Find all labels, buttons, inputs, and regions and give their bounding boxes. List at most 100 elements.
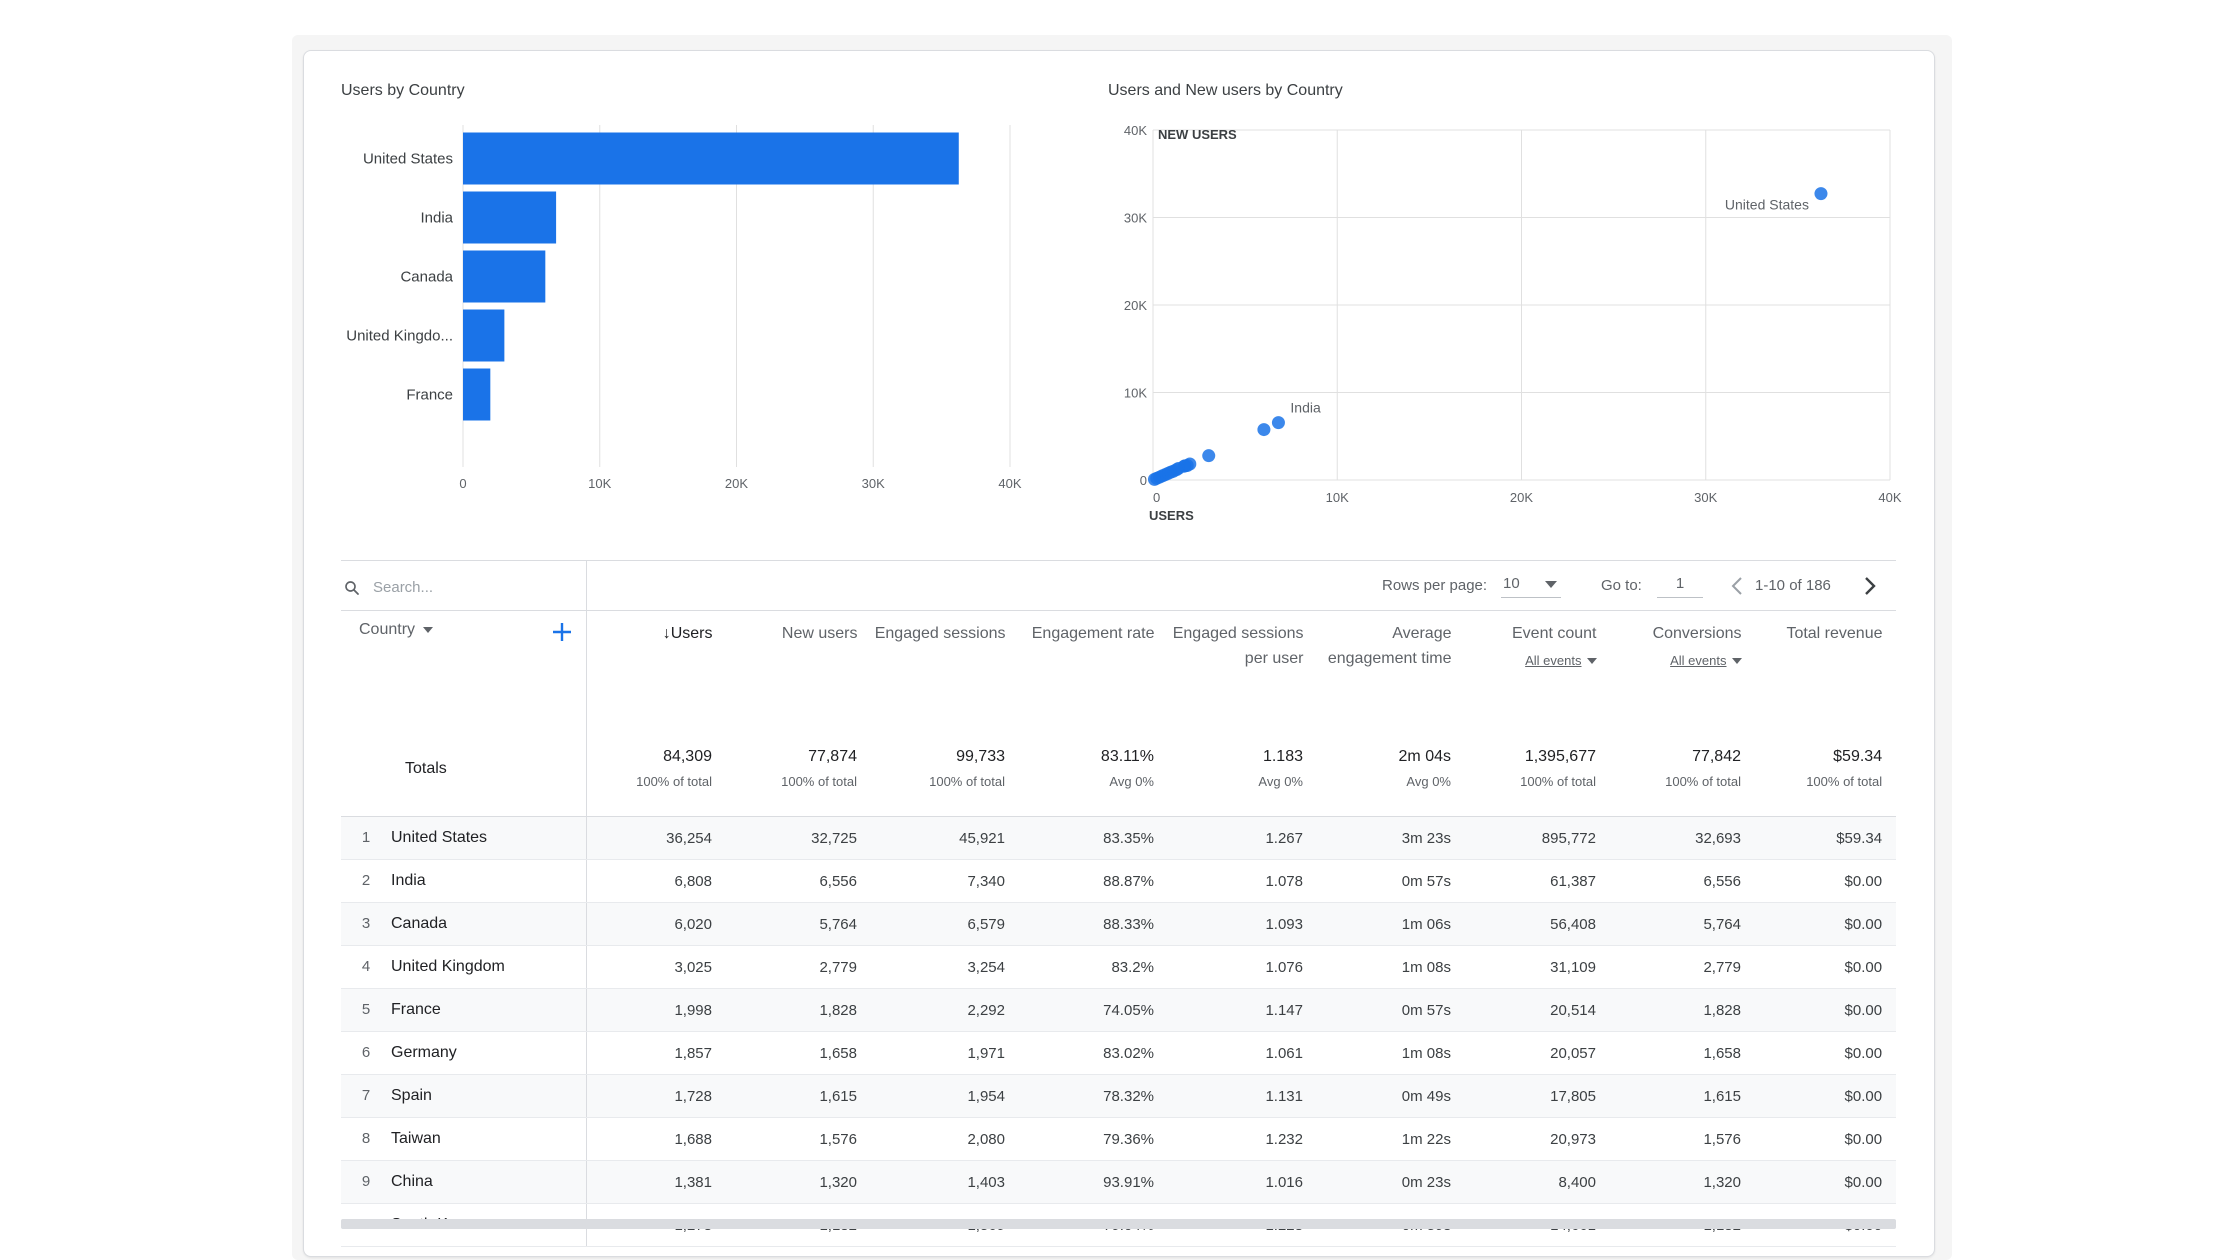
table-row[interactable]: 3 Canada 6,020 5,764 6,579 88.33% 1.093 1m 06s 5… [341,902,1897,946]
totals-cell: 77,874 100% of total [726,721,871,817]
table-row[interactable]: 2 India 6,808 6,556 7,340 88.87% 1.078 0m 57s 61… [341,859,1897,903]
plus-icon[interactable] [551,621,573,643]
metric-cell: 78.32% [1019,1074,1168,1118]
scatter-point [1814,187,1828,201]
column-header[interactable]: Average engagement time [1318,611,1466,721]
metric-cell: 1.076 [1168,945,1317,989]
scatter-point [1147,472,1161,486]
scatter-point-label: India [1290,400,1321,416]
table-row[interactable]: 9 China 1,381 1,320 1,403 93.91% 1.016 0m 23s 8,… [341,1160,1897,1204]
totals-subtext: 100% of total [781,774,857,789]
chevron-right-icon[interactable] [1863,576,1877,596]
column-header[interactable]: Event count All events [1466,611,1611,721]
totals-value: 84,309 [663,748,712,765]
metric-cell: 7,340 [871,859,1019,903]
chevron-down-icon [1545,581,1557,588]
metric-cell: 1,728 [586,1074,726,1118]
totals-subtext: Avg 0% [1109,774,1154,789]
column-header-label: Engaged sessions per user [1172,625,1304,667]
dimension-dropdown[interactable]: Country [359,621,434,639]
metric-cell: 1.078 [1168,859,1317,903]
metric-cell: 1,576 [1610,1117,1755,1161]
column-header[interactable]: Engaged sessions [872,611,1020,721]
metric-cell: 1,381 [586,1160,726,1204]
metric-cell: 1,403 [871,1160,1019,1204]
row-index: 7 [361,1087,371,1104]
column-header[interactable]: ↓Users [587,611,727,721]
horizontal-scrollbar[interactable] [341,1219,1896,1229]
bar-category-label: United Kingdo... [346,328,453,345]
row-index: 6 [361,1044,371,1061]
totals-value: 1.183 [1262,748,1303,765]
table-row[interactable]: 6 Germany 1,857 1,658 1,971 83.02% 1.061 1m 08s… [341,1031,1897,1075]
row-index: 1 [361,829,371,846]
search-input[interactable] [371,573,575,601]
table-row[interactable]: 4 United Kingdom 3,025 2,779 3,254 83.2% 1.076… [341,945,1897,989]
column-header[interactable]: New users [727,611,872,721]
goto-page-input[interactable]: 1 [1657,573,1703,598]
metric-cell: $0.00 [1755,1074,1897,1118]
chevron-left-icon[interactable] [1730,576,1744,596]
metric-cell: 895,772 [1465,816,1610,860]
country-cell: 1 United States [341,816,587,860]
goto-page-value: 1 [1675,575,1685,592]
totals-value: 99,733 [956,748,1005,765]
column-header-label: Average engagement time [1327,625,1452,667]
country-cell: 6 Germany [341,1031,587,1075]
metric-cell: 0m 49s [1317,1074,1465,1118]
rows-per-page-value: 10 [1503,575,1520,592]
totals-value: $59.34 [1833,748,1883,765]
metric-cell: $0.00 [1755,902,1897,946]
event-filter-dropdown[interactable]: All events [1466,648,1597,673]
table-row[interactable]: 1 United States 36,254 32,725 45,921 83.35% 1.… [341,816,1897,860]
country-name: United Kingdom [391,958,505,975]
totals-subtext: Avg 0% [1258,774,1303,789]
totals-cell: 2m 04s Avg 0% [1317,721,1465,817]
totals-cell: 1.183 Avg 0% [1168,721,1317,817]
column-header[interactable]: Engagement rate [1020,611,1169,721]
column-header[interactable]: Engaged sessions per user [1169,611,1318,721]
metric-cell: $0.00 [1755,1160,1897,1204]
metric-cell: 2,779 [726,945,871,989]
bar-x-tick-label: 40K [998,476,1021,491]
totals-cell: 83.11% Avg 0% [1019,721,1168,817]
metric-cell: 1,320 [1610,1160,1755,1204]
column-header[interactable]: Conversions All events [1611,611,1756,721]
bar-category-label: India [420,210,453,227]
rows-per-page-select[interactable]: 10 [1501,573,1561,598]
scatter-y-tick-label: 10K [1124,386,1147,401]
table-row[interactable]: 8 Taiwan 1,688 1,576 2,080 79.36% 1.232 1m 22s 2… [341,1117,1897,1161]
metric-cell: 88.33% [1019,902,1168,946]
totals-cell: 84,309 100% of total [586,721,726,817]
bar-x-tick-label: 10K [588,476,611,491]
metric-cell: 61,387 [1465,859,1610,903]
scatter-x-tick-label: 30K [1694,490,1717,505]
chevron-down-icon [1731,658,1742,664]
table-row[interactable]: 5 France 1,998 1,828 2,292 74.05% 1.147 0m 57s 2… [341,988,1897,1032]
bar-category-label: United States [363,151,453,168]
scatter-point [1271,416,1285,430]
metric-cell: 3,254 [871,945,1019,989]
bar-canada [463,250,546,303]
country-name: Germany [391,1044,457,1061]
totals-value: 77,842 [1692,748,1741,765]
bar-united-kingdo- [463,309,505,362]
scatter-x-tick-label: 10K [1326,490,1349,505]
metric-cell: 1m 08s [1317,1031,1465,1075]
row-index: 3 [361,915,371,932]
metric-cell: 1.016 [1168,1160,1317,1204]
column-header[interactable]: Total revenue [1756,611,1897,721]
event-filter-dropdown[interactable]: All events [1611,648,1742,673]
metric-cell: 3m 23s [1317,816,1465,860]
scatter-y-axis-label: NEW USERS [1158,127,1237,142]
table-row[interactable]: 7 Spain 1,728 1,615 1,954 78.32% 1.131 0m 49s 17… [341,1074,1897,1118]
bar-united-states [463,132,959,185]
scatter-y-tick-label: 0 [1140,473,1147,488]
table-toolbar: Rows per page: 10 Go to: 1 1-10 of 186 [341,560,1896,611]
metric-cell: 0m 57s [1317,859,1465,903]
country-data-table: Country ↓Users New users Engaged sessions E… [341,610,1897,1247]
metric-cell: 56,408 [1465,902,1610,946]
metric-cell: 1,658 [726,1031,871,1075]
metric-cell: 0m 23s [1317,1160,1465,1204]
metric-cell: 1m 06s [1317,902,1465,946]
